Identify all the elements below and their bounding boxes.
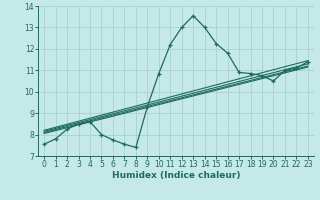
X-axis label: Humidex (Indice chaleur): Humidex (Indice chaleur): [112, 171, 240, 180]
